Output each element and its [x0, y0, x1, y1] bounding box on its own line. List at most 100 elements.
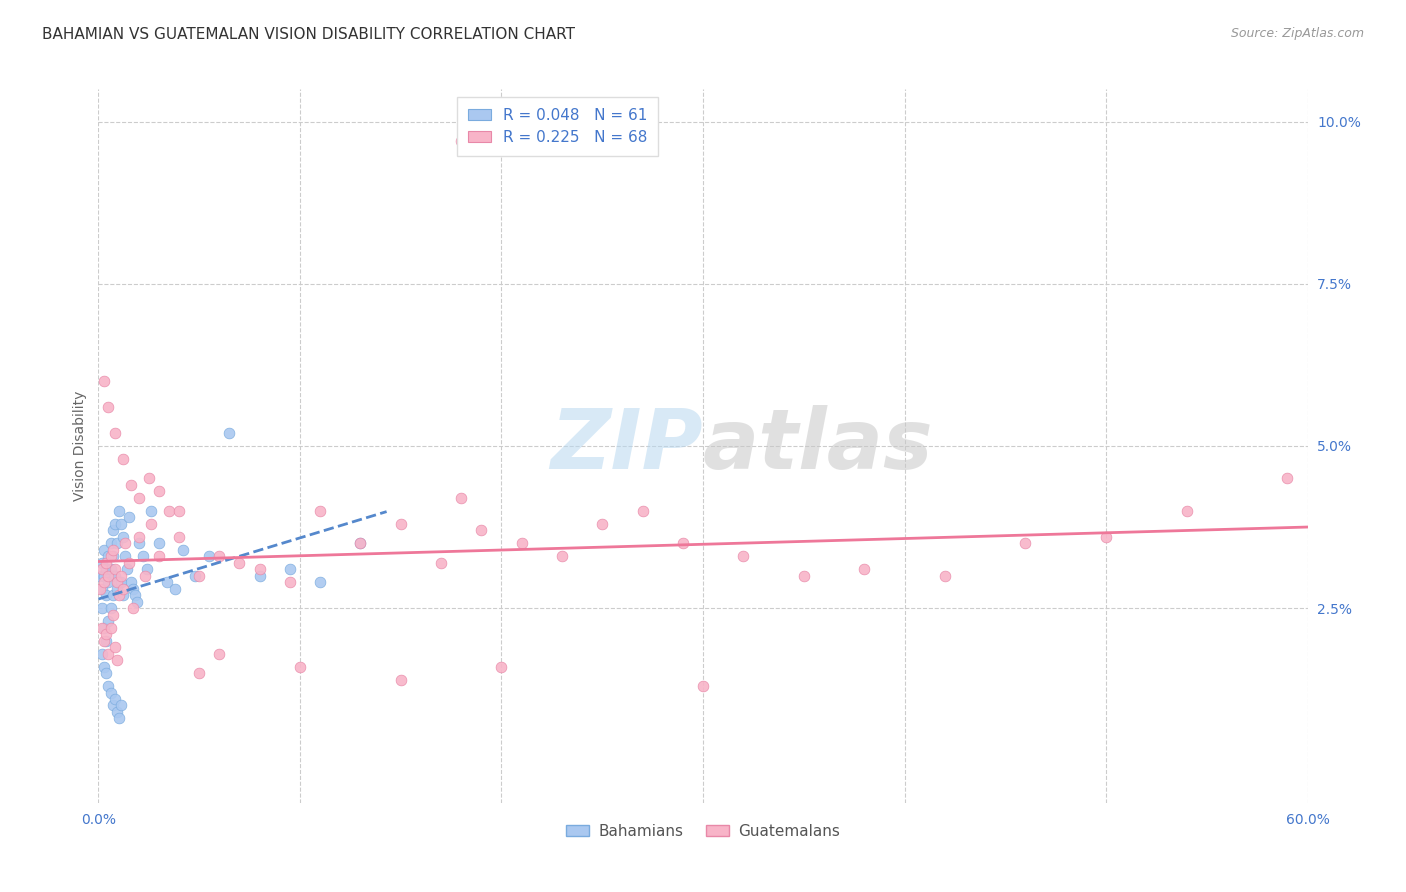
Point	[208, 647, 231, 661]
Point	[134, 568, 156, 582]
Text: ZIP: ZIP	[550, 406, 703, 486]
Point	[124, 588, 146, 602]
Point	[100, 562, 122, 576]
Point	[101, 698, 124, 713]
Point	[96, 633, 118, 648]
Point	[97, 549, 120, 564]
Point	[103, 568, 125, 582]
Text: atlas: atlas	[703, 406, 934, 486]
Point	[188, 568, 211, 582]
Point	[118, 556, 141, 570]
Point	[733, 549, 755, 564]
Point	[97, 568, 120, 582]
Point	[167, 504, 190, 518]
Point	[96, 556, 118, 570]
Point	[793, 568, 815, 582]
Y-axis label: Vision Disability: Vision Disability	[73, 391, 87, 501]
Point	[97, 614, 120, 628]
Point	[128, 536, 150, 550]
Point	[91, 562, 114, 576]
Point	[510, 536, 533, 550]
Point	[249, 562, 271, 576]
Point	[110, 516, 132, 531]
Point	[450, 491, 472, 505]
Legend: Bahamians, Guatemalans: Bahamians, Guatemalans	[560, 818, 846, 845]
Point	[1095, 530, 1118, 544]
Text: Source: ZipAtlas.com: Source: ZipAtlas.com	[1230, 27, 1364, 40]
Point	[91, 621, 114, 635]
Point	[107, 575, 129, 590]
Point	[218, 425, 240, 440]
Point	[128, 530, 150, 544]
Point	[105, 653, 128, 667]
Point	[132, 549, 155, 564]
Point	[103, 692, 125, 706]
Point	[91, 556, 114, 570]
Point	[101, 542, 124, 557]
Point	[96, 562, 118, 576]
Point	[120, 575, 142, 590]
Point	[450, 134, 472, 148]
Point	[172, 542, 194, 557]
Point	[1277, 471, 1299, 485]
Point	[93, 633, 115, 648]
Point	[100, 601, 122, 615]
Point	[934, 568, 956, 582]
Point	[96, 588, 118, 602]
Point	[110, 568, 132, 582]
Point	[111, 452, 134, 467]
Point	[111, 582, 134, 596]
Point	[1014, 536, 1036, 550]
Point	[591, 516, 613, 531]
Point	[100, 621, 122, 635]
Point	[114, 536, 136, 550]
Point	[101, 524, 124, 538]
Point	[93, 542, 115, 557]
Point	[93, 374, 115, 388]
Point	[491, 659, 513, 673]
Point	[156, 575, 179, 590]
Point	[96, 627, 118, 641]
Point	[121, 582, 143, 596]
Point	[125, 595, 148, 609]
Point	[110, 698, 132, 713]
Point	[91, 647, 114, 661]
Point	[470, 524, 492, 538]
Point	[249, 568, 271, 582]
Point	[118, 510, 141, 524]
Point	[97, 575, 120, 590]
Point	[93, 568, 115, 582]
Point	[100, 536, 122, 550]
Point	[157, 504, 180, 518]
Point	[163, 582, 186, 596]
Point	[198, 549, 221, 564]
Point	[97, 647, 120, 661]
Point	[107, 504, 129, 518]
Point	[389, 516, 412, 531]
Point	[349, 536, 371, 550]
Point	[309, 575, 332, 590]
Point	[128, 491, 150, 505]
Point	[139, 504, 162, 518]
Point	[184, 568, 207, 582]
Point	[100, 685, 122, 699]
Point	[188, 666, 211, 681]
Point	[138, 471, 160, 485]
Point	[103, 562, 125, 576]
Point	[288, 659, 311, 673]
Point	[148, 484, 170, 499]
Point	[107, 588, 129, 602]
Point	[309, 504, 332, 518]
Point	[97, 679, 120, 693]
Point	[120, 478, 142, 492]
Point	[105, 575, 128, 590]
Point	[105, 536, 128, 550]
Point	[91, 601, 114, 615]
Point	[89, 568, 111, 582]
Point	[1175, 504, 1198, 518]
Point	[115, 562, 138, 576]
Point	[111, 588, 134, 602]
Point	[97, 400, 120, 414]
Point	[389, 673, 412, 687]
Point	[853, 562, 876, 576]
